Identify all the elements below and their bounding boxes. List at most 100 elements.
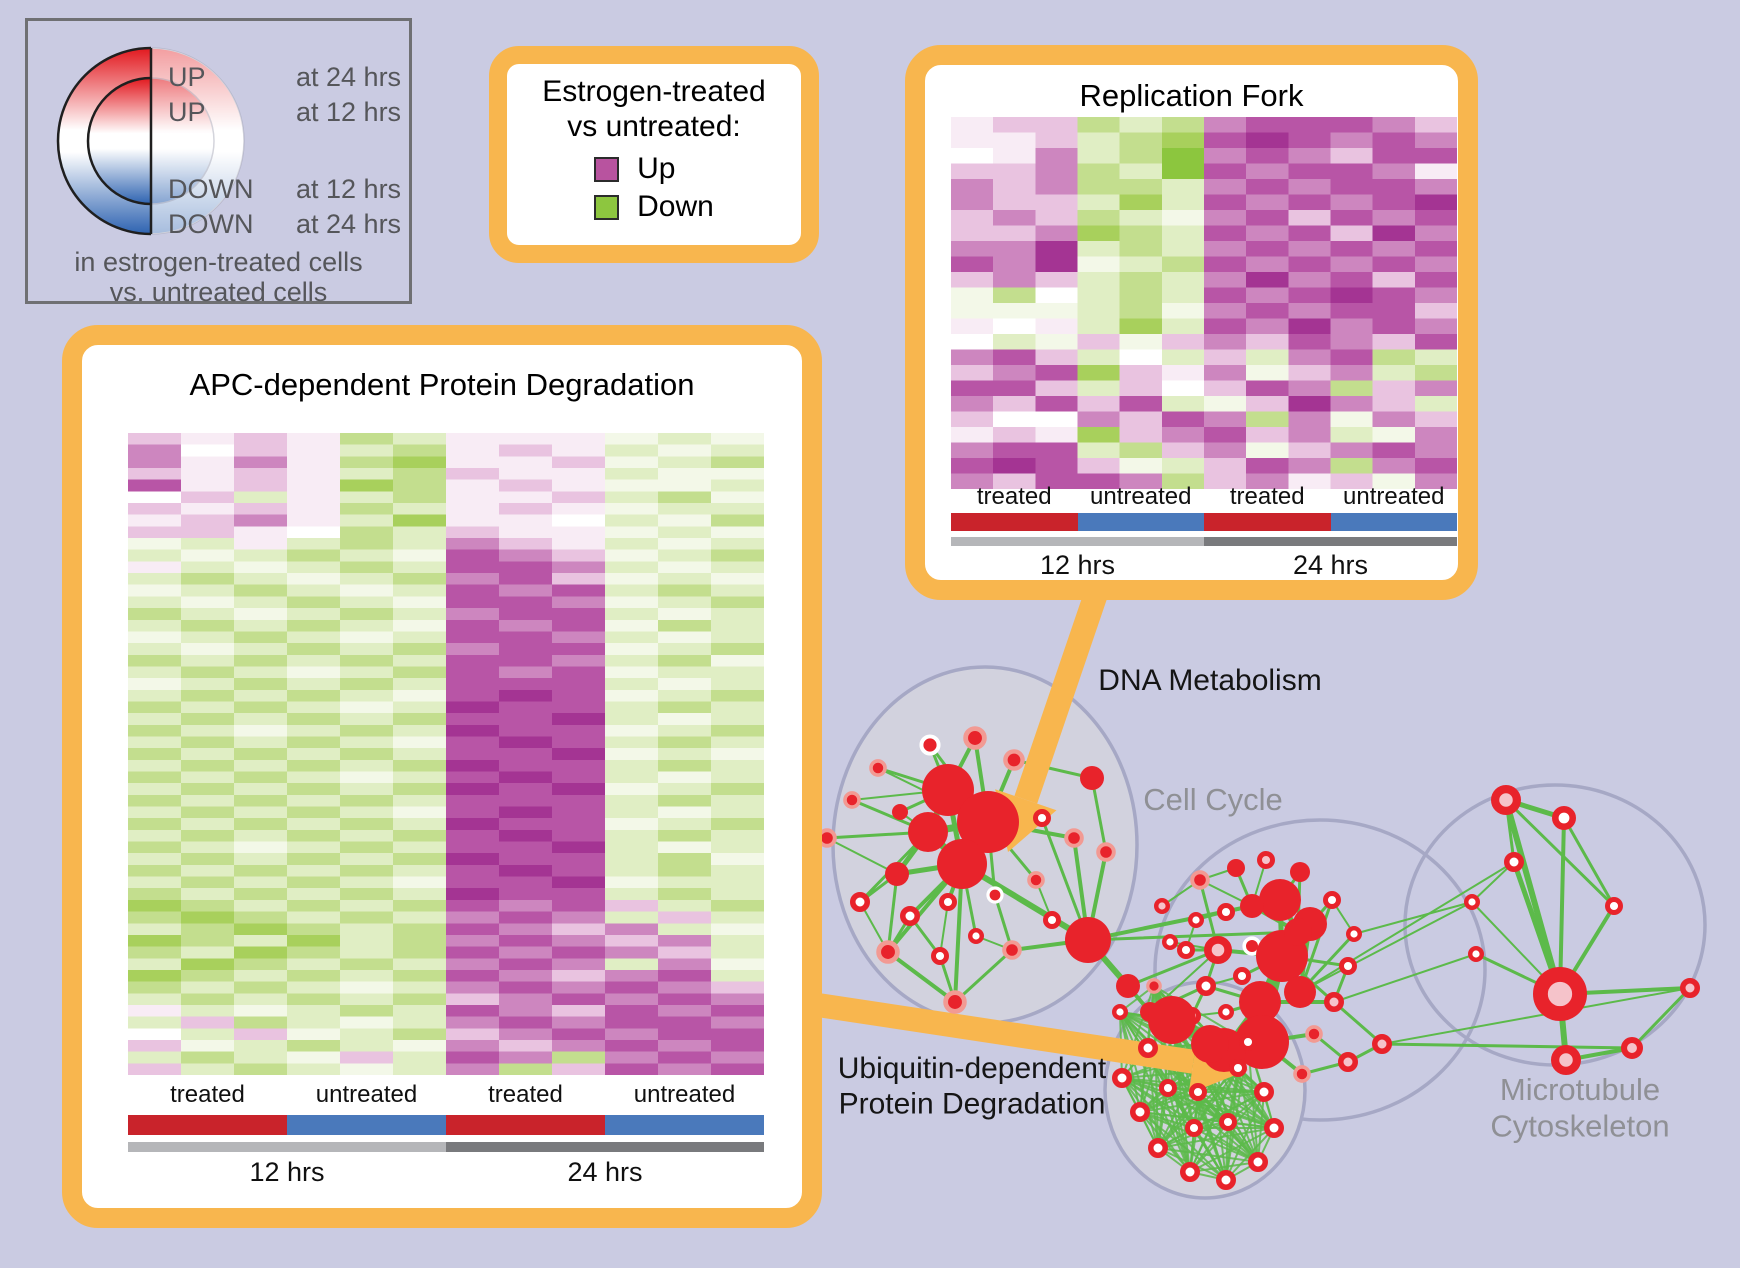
heatmap-cell xyxy=(446,841,501,854)
heatmap-cell xyxy=(340,923,395,936)
heatmap-cell xyxy=(1119,318,1164,335)
heatmap-cell xyxy=(446,1004,501,1017)
heatmap-cell xyxy=(340,584,395,597)
heatmap-cell xyxy=(181,561,236,574)
heatmap-cell xyxy=(1288,225,1332,242)
heatmap-cell xyxy=(287,853,342,866)
heatmap-cell xyxy=(552,549,607,562)
heatmap-cell xyxy=(181,818,236,831)
heatmap-cell xyxy=(393,829,448,842)
heatmap-cell xyxy=(287,666,342,679)
heatmap-cell xyxy=(1161,272,1206,288)
network-edge xyxy=(826,837,898,875)
heatmap-cell xyxy=(552,899,607,912)
heatmap-cell xyxy=(1204,303,1248,319)
heatmap-cell xyxy=(605,456,660,469)
heatmap-cell xyxy=(287,841,342,854)
heatmap-cell xyxy=(446,433,501,446)
heatmap-cell xyxy=(499,491,554,504)
heatmap-cell xyxy=(287,608,342,621)
heatmap-cell xyxy=(234,526,289,539)
heatmap-cell xyxy=(711,911,764,924)
heatmap-cell xyxy=(605,1016,660,1029)
heatmap-cell xyxy=(1077,179,1121,195)
heatmap-cell xyxy=(951,256,995,273)
gene-node xyxy=(1235,1015,1289,1069)
heatmap-cell xyxy=(552,596,607,609)
heatmap-cell xyxy=(1077,225,1121,242)
heatmap-cell xyxy=(1246,163,1290,180)
heatmap-cell xyxy=(393,596,448,609)
heatmap-cell xyxy=(446,736,501,749)
heatmap-cell xyxy=(128,806,183,819)
heatmap-cell xyxy=(446,468,501,481)
heatmap-cell xyxy=(393,468,448,481)
heatmap-cell xyxy=(446,1016,501,1029)
network-edge xyxy=(1086,930,1300,942)
heatmap-cell xyxy=(993,396,1037,412)
heatmap-cell xyxy=(711,514,764,527)
heatmap-cell xyxy=(658,433,713,446)
heatmap-cell xyxy=(446,584,501,597)
heatmap-cell xyxy=(499,1016,554,1029)
time-segment xyxy=(951,537,1204,546)
heatmap-cell xyxy=(128,748,183,761)
heatmap-cell xyxy=(993,287,1037,304)
heatmap-cell xyxy=(1414,349,1457,366)
heatmap-cell xyxy=(1414,163,1457,180)
gene-node-ring xyxy=(1188,1082,1207,1101)
heatmap-cell xyxy=(1246,241,1290,257)
heatmap-cell xyxy=(605,993,660,1006)
heatmap-cell xyxy=(446,596,501,609)
heatmap-cell xyxy=(340,538,395,551)
heatmap-cell xyxy=(287,1039,342,1053)
heatmap-cell xyxy=(605,444,660,457)
heatmap-cell xyxy=(446,818,501,831)
heatmap-cell xyxy=(711,864,764,877)
heatmap-cell xyxy=(128,1028,183,1041)
heatmap-cell xyxy=(181,736,236,749)
heatmap-cell xyxy=(1035,442,1079,459)
heatmap-cell xyxy=(1372,241,1417,257)
network-edge xyxy=(886,872,899,954)
heatmap-cell xyxy=(1204,318,1248,335)
heatmap-cell xyxy=(234,993,289,1006)
heatmap-cell xyxy=(951,411,995,428)
heatmap-cell xyxy=(181,573,236,586)
heatmap-cell xyxy=(1204,241,1248,257)
heatmap-cell xyxy=(340,794,395,807)
heatmap-cell xyxy=(1414,225,1457,242)
heatmap-cell xyxy=(658,1039,713,1053)
heatmap-cell xyxy=(1372,272,1417,288)
heatmap-cell xyxy=(951,442,995,459)
heatmap-cell xyxy=(340,888,395,901)
heatmap-cell xyxy=(1414,256,1457,273)
heatmap-cell xyxy=(446,503,501,516)
heatmap-cell xyxy=(446,724,501,737)
heatmap-cell xyxy=(1414,272,1457,288)
time-segment xyxy=(1204,537,1457,546)
heatmap-cell xyxy=(393,619,448,632)
heatmap-cell xyxy=(128,526,183,539)
gene-node xyxy=(1080,766,1104,790)
heatmap-cell xyxy=(1372,380,1417,397)
heatmap-cell xyxy=(446,573,501,586)
condition-segment-untreated xyxy=(287,1115,446,1135)
heatmap-cell xyxy=(552,783,607,796)
heatmap-cell xyxy=(711,981,764,994)
heatmap-cell xyxy=(287,888,342,901)
time-label: at 24 hrs xyxy=(296,62,402,92)
heatmap-cell xyxy=(1119,179,1164,195)
heatmap-cell xyxy=(711,491,764,504)
heatmap-cell xyxy=(1330,318,1374,335)
heatmap-cell xyxy=(181,853,236,866)
heatmap-cell xyxy=(499,433,554,446)
heatmap-cell xyxy=(128,1051,183,1064)
heatmap-cell xyxy=(499,573,554,586)
heatmap-cell xyxy=(499,748,554,761)
heatmap-cell xyxy=(340,573,395,586)
apc-heatmap xyxy=(128,433,764,1075)
heatmap-cell xyxy=(499,538,554,551)
heatmap-cell xyxy=(993,380,1037,397)
heatmap-cell xyxy=(951,194,995,211)
